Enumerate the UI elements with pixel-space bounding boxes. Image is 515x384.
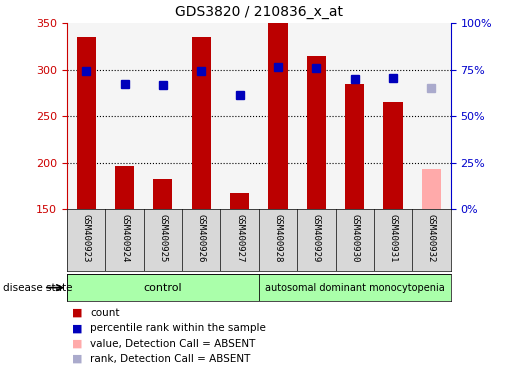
Text: GSM400926: GSM400926	[197, 214, 205, 263]
Text: GSM400929: GSM400929	[312, 214, 321, 263]
Bar	[345, 84, 364, 209]
Text: percentile rank within the sample: percentile rank within the sample	[90, 323, 266, 333]
Bar	[153, 179, 173, 209]
Bar	[422, 169, 441, 209]
Text: GSM400928: GSM400928	[273, 214, 282, 263]
Text: autosomal dominant monocytopenia: autosomal dominant monocytopenia	[265, 283, 444, 293]
Text: disease state: disease state	[3, 283, 72, 293]
Bar	[384, 102, 403, 209]
Text: GSM400924: GSM400924	[120, 214, 129, 263]
Text: GSM400932: GSM400932	[427, 214, 436, 263]
Text: ■: ■	[72, 339, 82, 349]
Bar	[67, 274, 259, 301]
Text: ■: ■	[72, 308, 82, 318]
Bar	[268, 23, 287, 209]
Text: control: control	[144, 283, 182, 293]
Text: GSM400931: GSM400931	[389, 214, 398, 263]
Text: ■: ■	[72, 323, 82, 333]
Bar	[115, 166, 134, 209]
Bar	[307, 56, 326, 209]
Text: value, Detection Call = ABSENT: value, Detection Call = ABSENT	[90, 339, 255, 349]
Bar	[77, 37, 96, 209]
Text: GSM400927: GSM400927	[235, 214, 244, 263]
Text: GSM400930: GSM400930	[350, 214, 359, 263]
Text: count: count	[90, 308, 119, 318]
Text: rank, Detection Call = ABSENT: rank, Detection Call = ABSENT	[90, 354, 250, 364]
Bar	[230, 192, 249, 209]
Text: GSM400925: GSM400925	[159, 214, 167, 263]
Text: GSM400923: GSM400923	[82, 214, 91, 263]
Bar	[259, 274, 451, 301]
Title: GDS3820 / 210836_x_at: GDS3820 / 210836_x_at	[175, 5, 343, 19]
Bar	[192, 37, 211, 209]
Text: ■: ■	[72, 354, 82, 364]
